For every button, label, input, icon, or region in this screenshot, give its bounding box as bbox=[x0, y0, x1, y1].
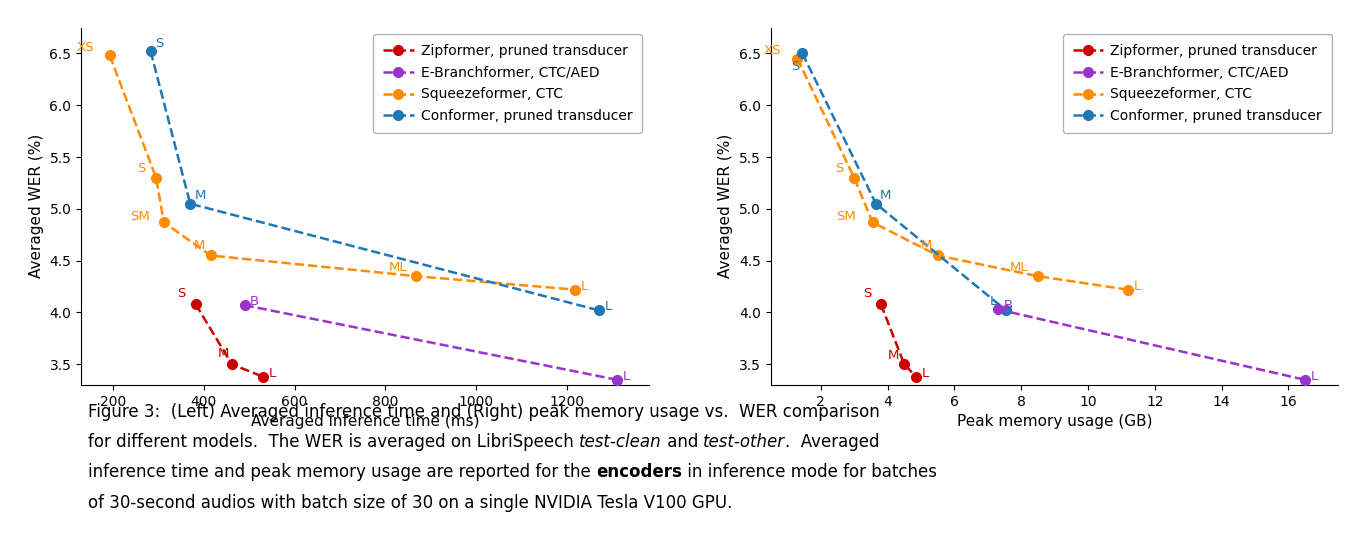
Squeezeformer, CTC bbox=[155, 219, 172, 225]
Zipformer, pruned transducer bbox=[873, 301, 890, 307]
Squeezeformer, CTC bbox=[203, 252, 219, 258]
Text: B: B bbox=[250, 295, 260, 308]
Zipformer, pruned transducer bbox=[188, 301, 204, 307]
Text: L: L bbox=[581, 279, 588, 293]
Text: M: M bbox=[195, 190, 206, 202]
Text: Figure 3:  (Left) Averaged inference time and (Right) peak memory usage vs.  WER: Figure 3: (Left) Averaged inference time… bbox=[88, 403, 880, 421]
E-Branchformer, CTC/AED bbox=[990, 306, 1006, 312]
Y-axis label: Averaged WER (%): Averaged WER (%) bbox=[718, 134, 733, 278]
Text: for different models.  The WER is averaged on LibriSpeech: for different models. The WER is average… bbox=[88, 433, 579, 451]
Zipformer, pruned transducer bbox=[907, 373, 923, 380]
Squeezeformer, CTC bbox=[1030, 273, 1046, 279]
Text: L: L bbox=[1310, 370, 1318, 383]
Text: B: B bbox=[1003, 299, 1013, 312]
Y-axis label: Averaged WER (%): Averaged WER (%) bbox=[28, 134, 43, 278]
Line: E-Branchformer, CTC/AED: E-Branchformer, CTC/AED bbox=[239, 300, 622, 384]
Text: encoders: encoders bbox=[596, 463, 681, 481]
Text: S: S bbox=[791, 60, 799, 73]
Line: Conformer, pruned transducer: Conformer, pruned transducer bbox=[146, 46, 604, 315]
Squeezeformer, CTC bbox=[930, 252, 946, 258]
E-Branchformer, CTC/AED bbox=[237, 302, 253, 309]
Text: L: L bbox=[269, 367, 276, 380]
Line: Conformer, pruned transducer: Conformer, pruned transducer bbox=[798, 48, 1011, 315]
X-axis label: Averaged inference time (ms): Averaged inference time (ms) bbox=[250, 414, 480, 430]
Line: Zipformer, pruned transducer: Zipformer, pruned transducer bbox=[876, 299, 921, 382]
Text: S: S bbox=[177, 287, 187, 300]
Conformer, pruned transducer bbox=[591, 307, 607, 314]
Text: SM: SM bbox=[837, 210, 856, 223]
Squeezeformer, CTC bbox=[408, 273, 425, 279]
Squeezeformer, CTC bbox=[846, 174, 863, 181]
Text: M: M bbox=[218, 348, 230, 360]
Text: L: L bbox=[623, 370, 630, 383]
Squeezeformer, CTC bbox=[1119, 287, 1136, 293]
Text: S: S bbox=[863, 287, 871, 300]
Text: XS: XS bbox=[77, 41, 93, 54]
Text: L: L bbox=[922, 367, 929, 380]
Text: M: M bbox=[880, 190, 891, 202]
Text: L: L bbox=[990, 295, 996, 308]
Conformer, pruned transducer bbox=[142, 48, 158, 54]
Text: ML: ML bbox=[1010, 261, 1029, 274]
Line: Squeezeformer, CTC: Squeezeformer, CTC bbox=[105, 51, 580, 295]
Text: test-clean: test-clean bbox=[579, 433, 661, 451]
Text: M: M bbox=[887, 349, 899, 362]
Line: Squeezeformer, CTC: Squeezeformer, CTC bbox=[792, 54, 1133, 295]
E-Branchformer, CTC/AED bbox=[1297, 377, 1313, 383]
Text: S: S bbox=[834, 162, 844, 175]
Zipformer, pruned transducer bbox=[254, 373, 270, 380]
Squeezeformer, CTC bbox=[864, 219, 880, 225]
Zipformer, pruned transducer bbox=[896, 361, 913, 367]
X-axis label: Peak memory usage (GB): Peak memory usage (GB) bbox=[957, 414, 1152, 430]
Text: L: L bbox=[604, 300, 612, 313]
Text: ML: ML bbox=[388, 261, 407, 274]
Text: M: M bbox=[921, 239, 933, 251]
Text: .  Averaged: . Averaged bbox=[786, 433, 880, 451]
Text: L: L bbox=[1133, 279, 1141, 293]
Text: in inference mode for batches: in inference mode for batches bbox=[681, 463, 937, 481]
Text: of 30-second audios with batch size of 30 on a single NVIDIA Tesla V100 GPU.: of 30-second audios with batch size of 3… bbox=[88, 493, 733, 512]
Text: M: M bbox=[193, 239, 206, 251]
Legend: Zipformer, pruned transducer, E-Branchformer, CTC/AED, Squeezeformer, CTC, Confo: Zipformer, pruned transducer, E-Branchfo… bbox=[373, 35, 642, 133]
E-Branchformer, CTC/AED bbox=[608, 377, 625, 383]
Squeezeformer, CTC bbox=[147, 174, 164, 181]
Squeezeformer, CTC bbox=[568, 287, 584, 293]
Text: and: and bbox=[661, 433, 703, 451]
Squeezeformer, CTC bbox=[790, 56, 806, 62]
Text: XS: XS bbox=[764, 45, 781, 57]
Text: SM: SM bbox=[130, 210, 150, 223]
Text: test-other: test-other bbox=[703, 433, 786, 451]
Conformer, pruned transducer bbox=[183, 200, 199, 207]
Legend: Zipformer, pruned transducer, E-Branchformer, CTC/AED, Squeezeformer, CTC, Confo: Zipformer, pruned transducer, E-Branchfo… bbox=[1063, 35, 1332, 133]
Zipformer, pruned transducer bbox=[224, 361, 241, 367]
Line: Zipformer, pruned transducer: Zipformer, pruned transducer bbox=[191, 299, 268, 382]
Text: inference time and peak memory usage are reported for the: inference time and peak memory usage are… bbox=[88, 463, 596, 481]
Squeezeformer, CTC bbox=[101, 52, 118, 59]
Text: S: S bbox=[154, 37, 164, 50]
Conformer, pruned transducer bbox=[868, 200, 884, 207]
Line: E-Branchformer, CTC/AED: E-Branchformer, CTC/AED bbox=[992, 305, 1310, 384]
Conformer, pruned transducer bbox=[794, 50, 810, 57]
Conformer, pruned transducer bbox=[998, 307, 1014, 314]
Text: S: S bbox=[137, 162, 145, 175]
